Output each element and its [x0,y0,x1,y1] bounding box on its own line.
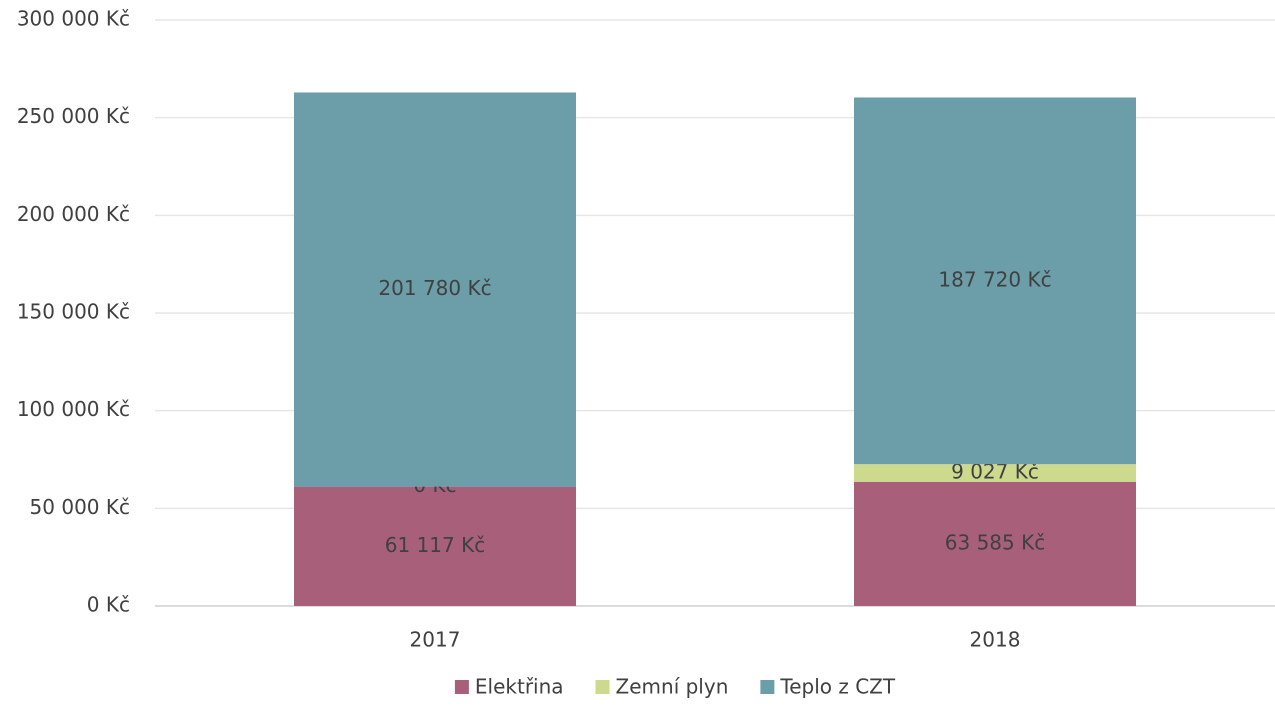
data-label: 61 117 Kč [385,533,485,557]
y-tick-label: 150 000 Kč [17,300,130,324]
legend-swatch [595,680,610,694]
y-tick-label: 200 000 Kč [17,202,130,226]
bar-segment [854,464,1136,482]
legend-label: Zemní plyn [616,675,729,699]
legend-swatch [760,680,775,694]
legend-swatch [454,680,469,694]
y-tick-label: 250 000 Kč [17,104,130,128]
data-label: 63 585 Kč [945,530,1045,554]
data-label: 201 780 Kč [378,276,491,300]
x-tick-label: 2018 [970,628,1021,652]
y-tick-label: 50 000 Kč [30,495,130,519]
data-label: 187 720 Kč [938,267,1051,291]
bar-segment [294,486,576,606]
bar-segment [294,92,576,487]
y-tick-label: 100 000 Kč [17,397,130,421]
bar-segment [854,481,1136,606]
y-tick-label: 0 Kč [87,593,130,617]
x-tick-label: 2017 [410,628,461,652]
legend-label: Elektřina [475,675,564,699]
bar-segment [854,97,1136,465]
y-tick-label: 300 000 Kč [17,7,130,31]
legend-label: Teplo z CZT [779,675,895,699]
